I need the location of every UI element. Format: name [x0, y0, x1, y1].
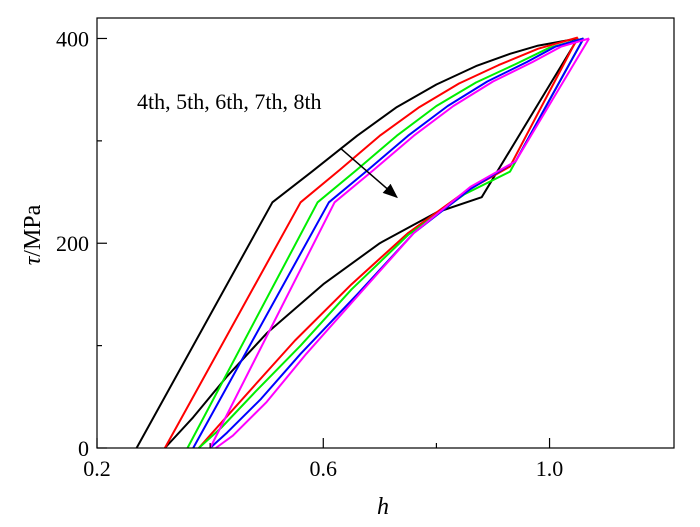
series-1-upper-branch	[135, 37, 578, 449]
x-axis-title: h	[377, 494, 389, 520]
y-tick-label: 200	[56, 231, 89, 256]
x-tick-label: 1.0	[536, 456, 564, 481]
series-2-upper-branch	[164, 36, 579, 449]
series-3-upper-branch	[186, 37, 584, 449]
y-axis-symbol: τ	[20, 255, 46, 265]
svg-text:τ/MPa: τ/MPa	[20, 204, 46, 265]
annotation-arrow	[339, 147, 398, 199]
series-5-upper-branch	[209, 37, 590, 449]
series-4-upper-branch	[192, 37, 584, 449]
series-1-lower-branch	[164, 37, 579, 449]
y-tick-label: 400	[56, 26, 89, 51]
x-tick-label: 0.6	[310, 456, 338, 481]
x-tick-label: 0.2	[83, 456, 111, 481]
axis-ticks	[96, 37, 551, 449]
series-3-lower-branch	[198, 38, 585, 449]
cycle-annotation: 4th, 5th, 6th, 7th, 8th	[137, 89, 322, 114]
plot-area	[135, 36, 590, 449]
plot-frame	[96, 17, 675, 449]
y-axis-title: τ/MPa	[20, 204, 46, 265]
series-5-lower-branch	[215, 37, 590, 449]
y-axis-unit: /MPa	[20, 204, 46, 256]
axis-tick-labels: 0.2 0.6 1.0 0 200 400	[56, 26, 563, 481]
y-tick-label: 0	[78, 436, 89, 461]
